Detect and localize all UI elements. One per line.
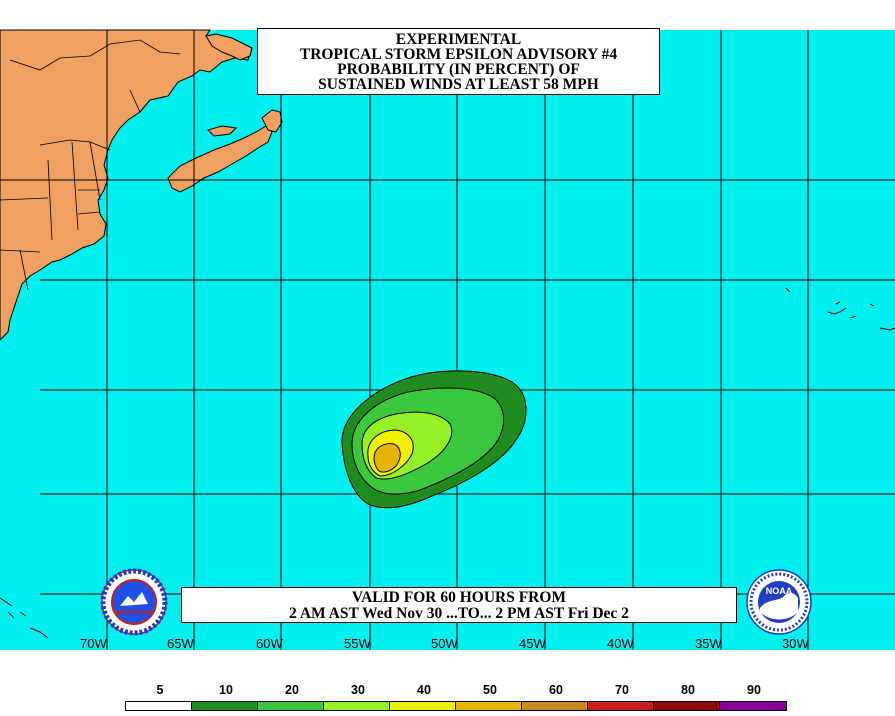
valid-time-box: VALID FOR 60 HOURS FROM 2 AM AST Wed Nov…: [181, 587, 737, 623]
longitude-label: 40W: [607, 636, 634, 651]
title-line-1: EXPERIMENTAL: [395, 31, 522, 48]
valid-line-1: VALID FOR 60 HOURS FROM: [351, 589, 567, 606]
legend-threshold-label: 60: [549, 683, 563, 697]
noaa-logo-text: NOAA: [766, 586, 793, 596]
legend-threshold-label: 80: [681, 683, 695, 697]
longitude-label: 45W: [519, 636, 546, 651]
national-weather-service-logo: [100, 568, 168, 636]
legend-swatch: [258, 702, 324, 710]
legend-swatch: [126, 702, 192, 710]
legend-swatch: [720, 702, 786, 710]
lat-lon-grid: [0, 30, 895, 650]
newfoundland-land: [205, 33, 253, 61]
longitude-label: 35W: [695, 636, 722, 651]
noaa-logo: NOAA: [746, 569, 812, 635]
longitude-label: 60W: [256, 636, 283, 651]
longitude-label: 70W: [80, 636, 107, 651]
legend-threshold-label: 50: [483, 683, 497, 697]
legend-swatch: [588, 702, 654, 710]
title-line-3: PROBABILITY (IN PERCENT) OF: [337, 61, 580, 78]
probability-contours: [341, 370, 527, 509]
legend-swatch: [522, 702, 588, 710]
legend-swatch: [456, 702, 522, 710]
title-line-2: TROPICAL STORM EPSILON ADVISORY #4: [299, 46, 618, 63]
legend-threshold-label: 40: [417, 683, 431, 697]
longitude-label: 65W: [167, 636, 194, 651]
longitude-label: 50W: [431, 636, 458, 651]
legend-threshold-label: 30: [351, 683, 365, 697]
legend-threshold-label: 70: [615, 683, 629, 697]
contour-50: [373, 443, 401, 473]
legend-threshold-label: 90: [747, 683, 761, 697]
legend-threshold-label: 5: [156, 683, 164, 697]
legend-threshold-label: 20: [285, 683, 299, 697]
caribbean-islands: [0, 597, 49, 639]
ocean: [0, 30, 895, 650]
cape-breton-land: [261, 109, 283, 133]
legend-swatch: [654, 702, 720, 710]
legend-swatch: [390, 702, 456, 710]
valid-line-2: 2 AM AST Wed Nov 30 ...TO... 2 PM AST Fr…: [289, 605, 629, 622]
pei-land: [207, 125, 238, 137]
longitude-label: 55W: [344, 636, 371, 651]
map-title: EXPERIMENTAL TROPICAL STORM EPSILON ADVI…: [257, 28, 660, 95]
legend-swatch: [324, 702, 390, 710]
title-line-4: SUSTAINED WINDS AT LEAST 58 MPH: [318, 76, 599, 93]
political-boundaries: [0, 39, 181, 291]
longitude-label: 30W: [782, 636, 809, 651]
legend-threshold-label: 10: [219, 683, 233, 697]
legend-swatch: [192, 702, 258, 710]
azores-islands: [785, 287, 895, 331]
legend-color-bar: [125, 701, 787, 711]
